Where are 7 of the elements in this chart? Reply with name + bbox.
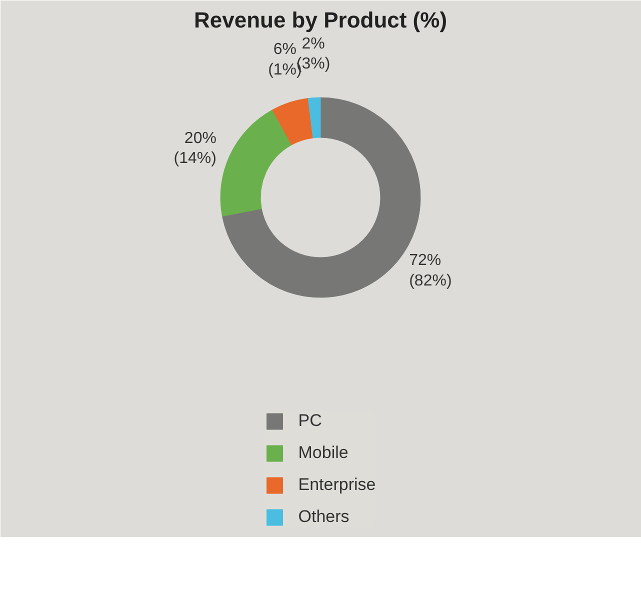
data-label: 20% (14%) <box>174 130 216 168</box>
legend-label: Mobile <box>298 443 348 463</box>
legend-label: Others <box>298 507 350 527</box>
data-label: 72% (82%) <box>409 252 452 290</box>
legend-label: PC <box>298 411 322 431</box>
chart-title: Revenue by Product (%) <box>194 8 448 32</box>
legend-label: Enterprise <box>298 475 376 495</box>
